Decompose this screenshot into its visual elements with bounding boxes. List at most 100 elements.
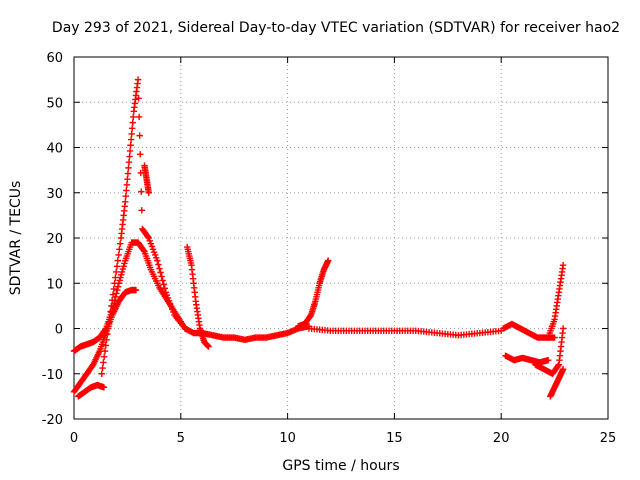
data-point xyxy=(157,269,164,276)
data-point xyxy=(114,283,122,290)
series-arc-b xyxy=(70,286,140,396)
data-point xyxy=(126,147,134,155)
data-point xyxy=(159,277,166,284)
data-point xyxy=(108,302,115,310)
data-point xyxy=(116,246,123,253)
y-tick-label: 10 xyxy=(46,277,63,292)
data-point xyxy=(130,113,137,121)
data-point xyxy=(559,366,567,373)
data-point xyxy=(123,187,130,194)
data-point xyxy=(144,233,152,241)
data-point xyxy=(125,159,133,166)
data-point xyxy=(129,125,136,132)
data-point xyxy=(103,336,110,344)
data-point xyxy=(100,359,107,366)
data-point xyxy=(111,280,118,287)
data-point xyxy=(100,384,108,391)
x-axis-label: GPS time / hours xyxy=(282,458,399,474)
data-point xyxy=(140,247,147,254)
data-point xyxy=(112,274,119,281)
series-arc-m xyxy=(544,261,567,341)
x-tick-label: 25 xyxy=(600,431,617,446)
data-point xyxy=(114,257,121,264)
series-arc-a xyxy=(70,239,189,355)
data-point xyxy=(145,189,152,196)
data-point xyxy=(112,268,120,276)
series-arc-l xyxy=(532,325,567,377)
data-point xyxy=(127,142,134,149)
data-point xyxy=(138,188,145,195)
x-tick-label: 20 xyxy=(493,431,510,446)
data-point xyxy=(156,265,163,272)
data-point xyxy=(98,370,105,377)
data-point xyxy=(158,273,165,280)
data-point xyxy=(155,261,162,268)
data-point xyxy=(124,175,131,183)
y-tick-label: -20 xyxy=(42,413,63,428)
data-point xyxy=(124,170,132,177)
data-point xyxy=(125,164,132,172)
data-point xyxy=(559,325,567,332)
series-arc-i xyxy=(305,325,505,339)
y-tick-label: 30 xyxy=(46,187,63,202)
data-point xyxy=(105,319,113,327)
y-tick-label: 60 xyxy=(46,51,63,66)
data-point xyxy=(551,334,558,341)
data-point xyxy=(107,308,114,315)
data-point xyxy=(127,136,135,143)
data-point xyxy=(104,330,111,338)
data-point xyxy=(138,207,146,214)
data-point xyxy=(113,290,120,297)
data-point xyxy=(100,353,108,360)
data-point xyxy=(106,313,113,321)
series-arc-k xyxy=(502,352,552,366)
data-point xyxy=(160,281,167,288)
data-point xyxy=(134,76,142,83)
series-arc-e xyxy=(75,381,108,400)
x-tick-label: 15 xyxy=(386,431,403,446)
y-tick-label: -10 xyxy=(42,368,63,383)
data-point xyxy=(132,286,140,294)
data-point xyxy=(161,285,168,292)
data-point xyxy=(205,343,212,350)
data-point xyxy=(104,325,112,332)
data-point xyxy=(135,113,143,121)
data-point xyxy=(324,257,332,264)
data-point xyxy=(136,132,143,139)
grid-layer xyxy=(74,57,608,419)
data-point xyxy=(122,198,129,205)
data-point xyxy=(113,263,121,270)
series-arc-c xyxy=(98,76,206,377)
data-point xyxy=(109,291,117,298)
x-tick-label: 0 xyxy=(70,431,78,446)
series-arc-h xyxy=(295,257,332,330)
y-axis-label: SDTVAR / TECUs xyxy=(8,181,24,296)
data-point xyxy=(544,356,552,364)
series-arc-d xyxy=(141,162,152,196)
data-point xyxy=(559,261,567,269)
series-arc-n xyxy=(547,366,567,400)
data-point xyxy=(123,181,131,189)
data-point xyxy=(110,285,117,293)
tick-layer: 0 5 10 15 20 25 -20 -10 0 10 20 30 40 50 60 xyxy=(42,51,617,446)
y-tick-label: 0 xyxy=(55,323,63,338)
y-tick-label: 40 xyxy=(46,142,63,157)
y-tick-label: 20 xyxy=(46,232,63,247)
data-point xyxy=(102,342,109,349)
data-point xyxy=(99,364,106,372)
data-point xyxy=(101,347,109,355)
data-point xyxy=(115,251,122,259)
x-tick-label: 10 xyxy=(279,431,296,446)
y-tick-label: 50 xyxy=(46,96,63,111)
data-point xyxy=(135,95,142,102)
data-point xyxy=(137,151,144,158)
data-point xyxy=(128,130,135,138)
data-point xyxy=(154,257,161,264)
data-point xyxy=(116,240,124,247)
data-point xyxy=(108,297,116,304)
data-point xyxy=(122,192,129,200)
data-point xyxy=(114,286,121,294)
series-arc-g xyxy=(198,323,313,344)
data-point xyxy=(126,153,133,160)
